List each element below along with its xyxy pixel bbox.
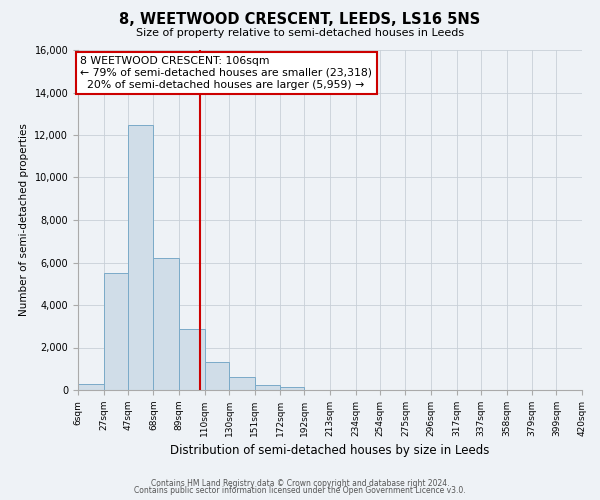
Text: 8, WEETWOOD CRESCENT, LEEDS, LS16 5NS: 8, WEETWOOD CRESCENT, LEEDS, LS16 5NS: [119, 12, 481, 28]
Bar: [229, 378, 254, 390]
Text: 8 WEETWOOD CRESCENT: 106sqm
← 79% of semi-detached houses are smaller (23,318)
 : 8 WEETWOOD CRESCENT: 106sqm ← 79% of sem…: [80, 56, 373, 90]
Bar: [179, 330, 205, 390]
Bar: [254, 386, 280, 390]
Bar: [280, 387, 304, 390]
Bar: [205, 362, 229, 390]
Bar: [78, 384, 104, 390]
Text: Contains public sector information licensed under the Open Government Licence v3: Contains public sector information licen…: [134, 486, 466, 495]
Text: Size of property relative to semi-detached houses in Leeds: Size of property relative to semi-detach…: [136, 28, 464, 38]
Bar: [104, 273, 128, 390]
X-axis label: Distribution of semi-detached houses by size in Leeds: Distribution of semi-detached houses by …: [170, 444, 490, 458]
Y-axis label: Number of semi-detached properties: Number of semi-detached properties: [19, 124, 29, 316]
Bar: [154, 258, 179, 390]
Bar: [128, 126, 154, 390]
Text: Contains HM Land Registry data © Crown copyright and database right 2024.: Contains HM Land Registry data © Crown c…: [151, 478, 449, 488]
